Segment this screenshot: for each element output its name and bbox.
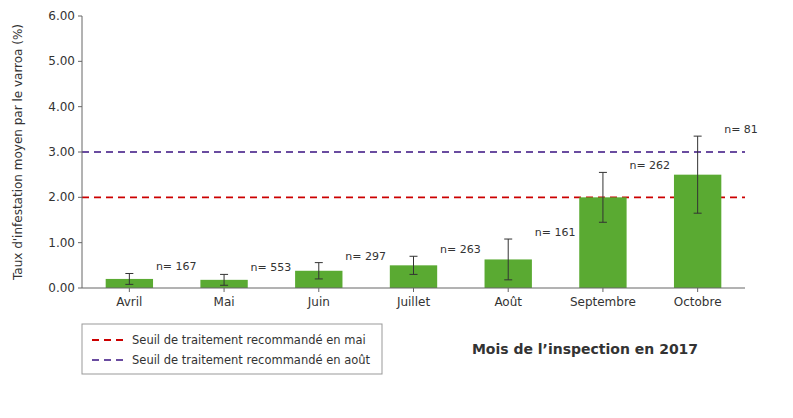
error-cap [504, 279, 512, 280]
error-bar [125, 273, 133, 284]
x-tick [508, 288, 509, 292]
annotation: n= 81 [724, 123, 758, 136]
plot-area [82, 136, 745, 288]
x-tick-label: Juillet [396, 295, 431, 309]
reference-line [82, 196, 745, 198]
error-cap [220, 285, 228, 286]
y-tick-label: 6.00 [48, 9, 75, 23]
error-stem [129, 273, 130, 284]
y-tick-label: 1.00 [48, 236, 75, 250]
x-tick [129, 288, 130, 292]
annotation: n= 161 [535, 226, 576, 239]
error-cap [125, 273, 133, 274]
error-bar [315, 263, 323, 279]
y-tick-label: 3.00 [48, 145, 75, 159]
error-cap [694, 213, 702, 214]
annotation: n= 553 [251, 261, 292, 274]
legend-label: Seuil de traitement recommandé en août [132, 353, 371, 367]
error-cap [599, 172, 607, 173]
error-bar [410, 256, 418, 274]
annotation: n= 297 [345, 250, 386, 263]
x-tick-label: Octobre [674, 295, 722, 309]
y-tick-label: 4.00 [48, 100, 75, 114]
chart: n= 167 n= 553 n= 297 n= 263 n= 161 n= 262 n= 8… [0, 0, 793, 418]
error-cap [504, 239, 512, 240]
error-cap [125, 284, 133, 285]
error-stem [508, 239, 509, 280]
x-tick [413, 288, 414, 292]
y-tick-label: 5.00 [48, 54, 75, 68]
x-tick [224, 288, 225, 292]
error-bar [599, 172, 607, 222]
error-cap [410, 256, 418, 257]
y-tick [78, 242, 82, 243]
x-tick-label: Septembre [570, 295, 636, 309]
x-tick-label: Août [494, 295, 522, 309]
y-tick [78, 288, 82, 289]
error-bar [694, 136, 702, 213]
x-tick [697, 288, 698, 292]
x-tick-label: Avril [116, 295, 142, 309]
reference-line [82, 151, 745, 153]
error-stem [697, 136, 698, 213]
x-tick-label: Juin [307, 295, 330, 309]
y-tick-label: 2.00 [48, 190, 75, 204]
error-cap [410, 274, 418, 275]
legend-swatch [92, 359, 124, 361]
legend-box [82, 324, 382, 374]
y-tick [78, 197, 82, 198]
x-tick-label: Mai [214, 295, 235, 309]
error-stem [602, 172, 603, 222]
legend: Seuil de traitement recommandé en mai Seu… [82, 324, 382, 374]
y-tick [78, 106, 82, 107]
error-cap [599, 222, 607, 223]
error-cap [694, 136, 702, 137]
x-tick [318, 288, 319, 292]
x-axis-label: Mois de l’inspection en 2017 [472, 341, 698, 357]
error-cap [220, 274, 228, 275]
error-cap [315, 262, 323, 263]
error-cap [315, 278, 323, 279]
error-bar [504, 239, 512, 280]
annotation: n= 262 [629, 159, 670, 172]
annotation: n= 263 [440, 243, 481, 256]
error-bar [220, 274, 228, 285]
y-tick-label: 0.00 [48, 281, 75, 295]
y-axis-label: Taux d'infestation moyen par le varroa (… [11, 24, 25, 281]
x-tick [602, 288, 603, 292]
error-stem [413, 256, 414, 274]
y-tick [78, 61, 82, 62]
annotation: n= 167 [156, 260, 197, 273]
legend-swatch [92, 339, 124, 341]
y-tick [78, 16, 82, 17]
error-stem [318, 263, 319, 279]
legend-label: Seuil de traitement recommandé en mai [132, 333, 366, 347]
y-tick [78, 152, 82, 153]
error-stem [224, 274, 225, 285]
